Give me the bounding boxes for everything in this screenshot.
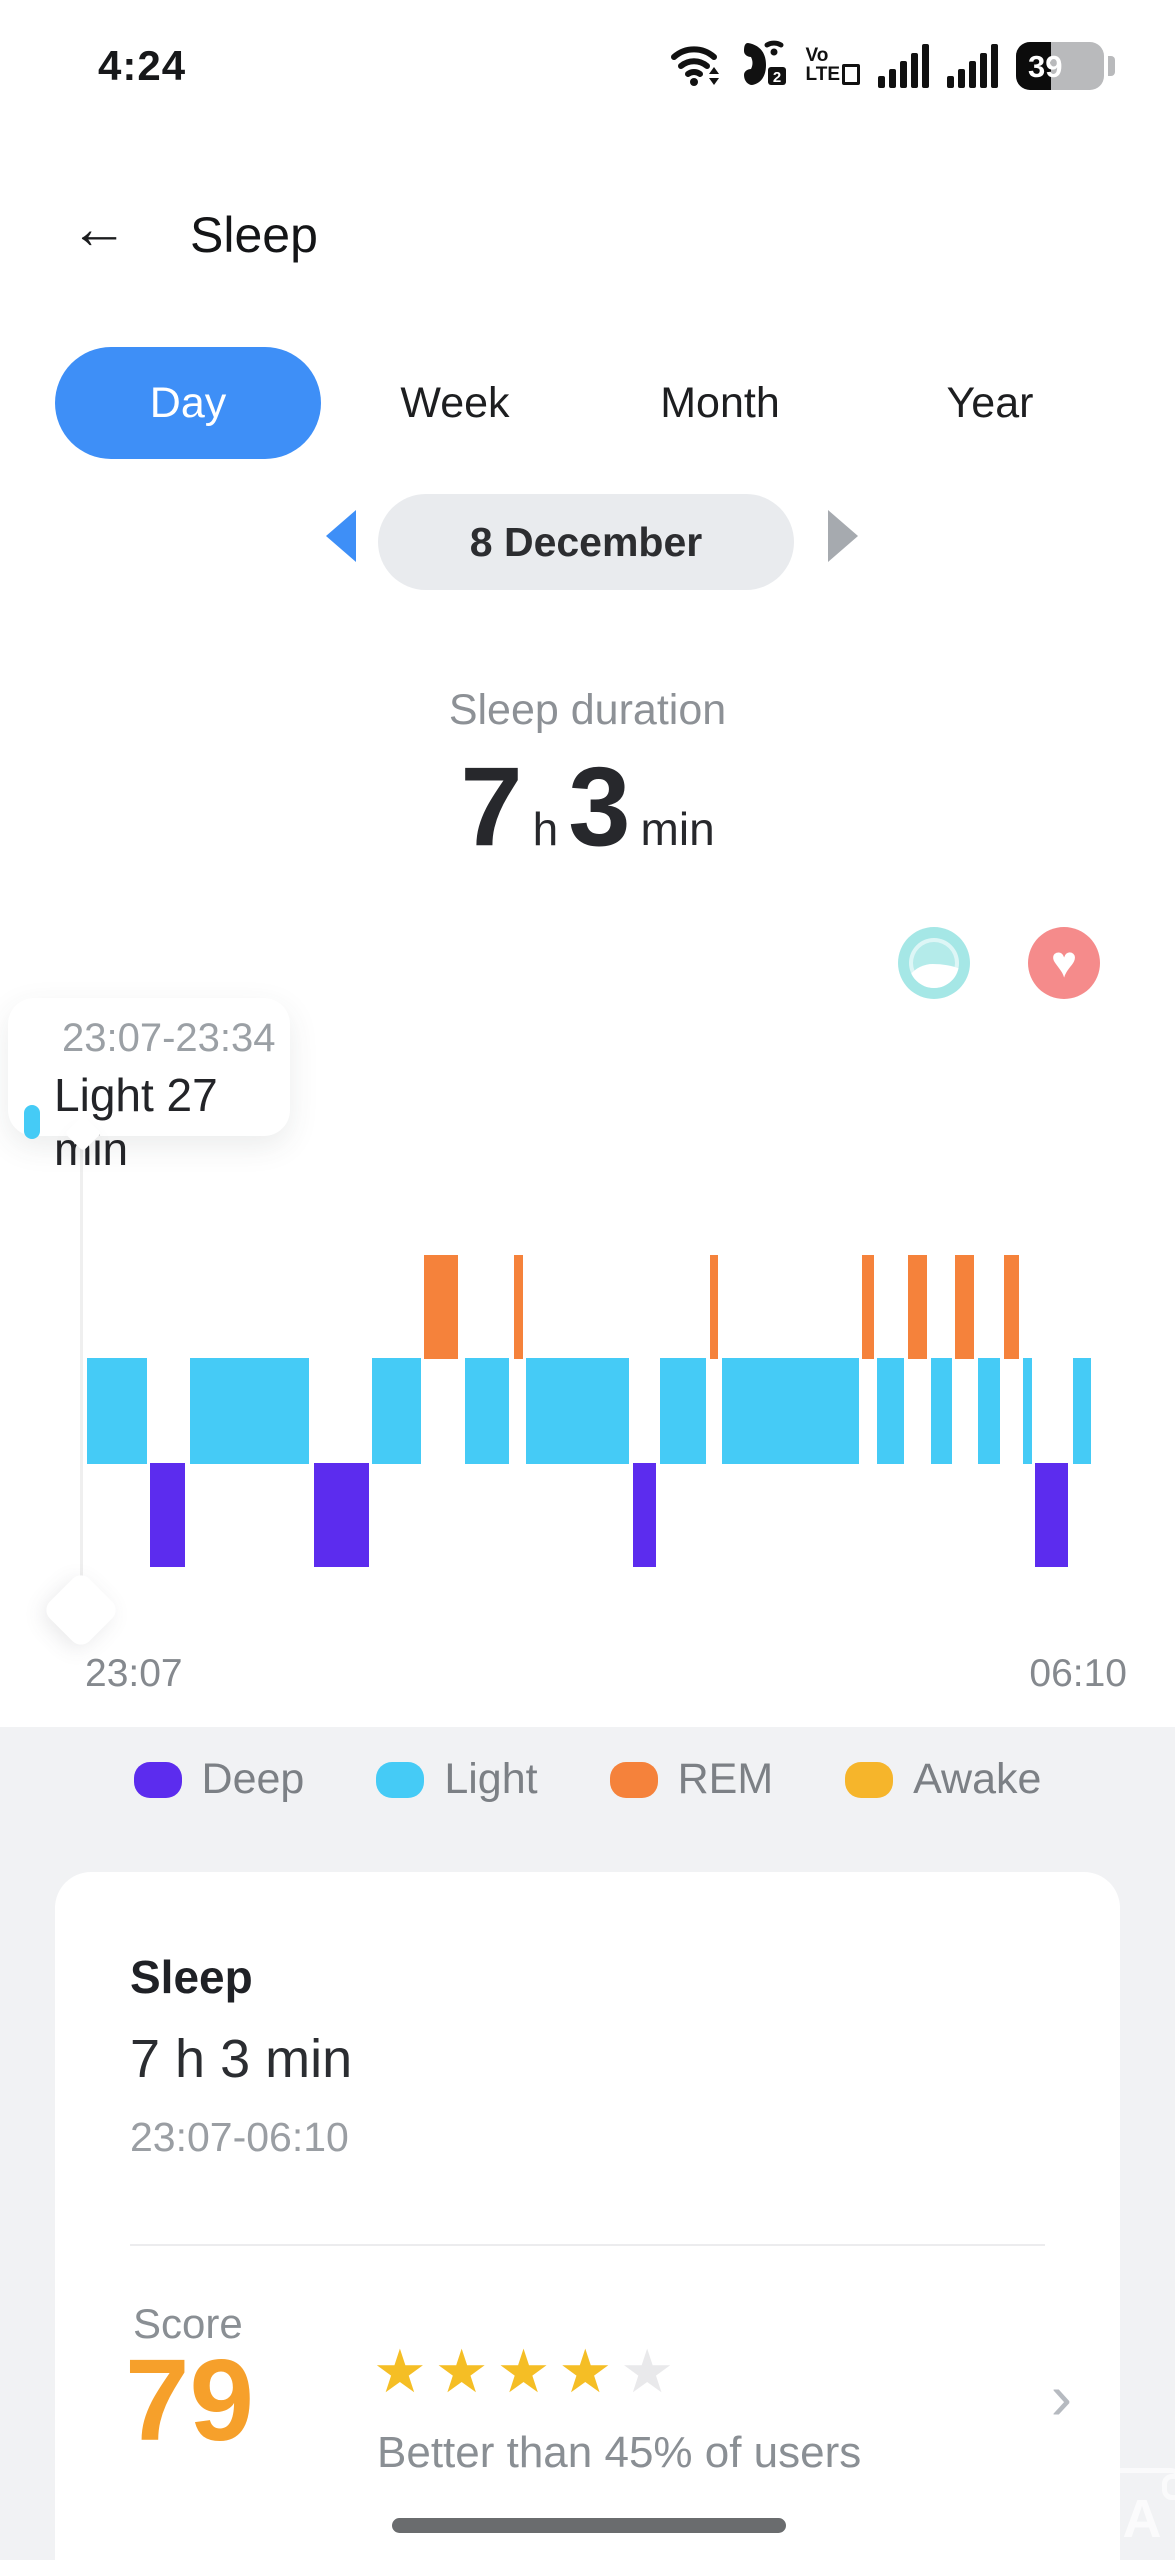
star-icon: ★: [558, 2338, 621, 2405]
signal-bars-sim1-icon: [878, 44, 929, 88]
tooltip-stage-dot: [24, 1105, 41, 1139]
sleep-segment-rem[interactable]: [511, 1255, 524, 1359]
sleep-segment-light[interactable]: [369, 1358, 422, 1464]
sleep-segment-rem[interactable]: [708, 1255, 719, 1359]
sleep-segment-light[interactable]: [523, 1358, 630, 1464]
battery-nub: [1108, 56, 1115, 76]
sleep-quality-icon[interactable]: [898, 927, 970, 999]
legend-rem: REM: [609, 1755, 773, 1804]
star-icon: ★: [620, 2338, 682, 2405]
axis-start-time: 23:07: [85, 1652, 183, 1695]
sleep-segment-light[interactable]: [928, 1358, 953, 1464]
period-tabs: Day Week Month Year: [0, 347, 1175, 459]
sleep-segment-rem[interactable]: [953, 1255, 975, 1359]
sleep-segment-light[interactable]: [720, 1358, 860, 1464]
battery-percent: 39: [1028, 49, 1063, 84]
battery-icon: 39: [1016, 42, 1104, 90]
legend-light: Light: [376, 1755, 538, 1804]
sleep-segment-light[interactable]: [1070, 1358, 1092, 1464]
svg-text:2: 2: [772, 69, 780, 86]
sleep-segment-light[interactable]: [657, 1358, 707, 1464]
legend-deep: Deep: [133, 1755, 304, 1804]
score-label: Score: [133, 2300, 243, 2347]
sleep-segment-light[interactable]: [874, 1358, 905, 1464]
rem-swatch: [609, 1761, 658, 1798]
next-day-arrow[interactable]: [828, 510, 858, 562]
sleep-segment-deep[interactable]: [311, 1463, 370, 1567]
status-time: 4:24: [98, 42, 187, 89]
volte-icon: Vo LTE: [806, 46, 860, 85]
gesture-navigation-bar[interactable]: [392, 2518, 786, 2533]
duration-minutes: 3: [568, 744, 631, 869]
tab-month[interactable]: Month: [660, 378, 780, 427]
tooltip-time-range: 23:07-23:34: [62, 1016, 276, 1060]
duration-hours: 7: [460, 744, 523, 869]
tab-year[interactable]: Year: [946, 378, 1034, 427]
tooltip-indicator-line: [80, 1130, 83, 1600]
card-duration: 7 h 3 min: [130, 2029, 353, 2089]
sleep-duration-value: 7 h 3 min: [0, 742, 1175, 872]
sleep-segment-rem[interactable]: [422, 1255, 459, 1359]
sleep-segment-rem[interactable]: [906, 1255, 928, 1359]
back-button[interactable]: ←: [70, 196, 128, 261]
heart-rate-icon[interactable]: ♥: [1028, 927, 1100, 999]
sleep-duration-caption: Sleep duration: [448, 686, 727, 734]
score-comparison: Better than 45% of users: [377, 2428, 862, 2477]
star-icon: ★: [373, 2338, 435, 2405]
duration-minutes-unit: min: [640, 803, 715, 855]
deep-swatch: [133, 1761, 182, 1798]
signal-bars-sim2-icon: [947, 44, 998, 88]
segment-tooltip: 23:07-23:34 Light 27 min: [8, 998, 290, 1175]
sleep-segment-light[interactable]: [463, 1358, 511, 1464]
tab-week[interactable]: Week: [400, 378, 510, 427]
stage-legend: Deep Light REM Awake: [0, 1755, 1175, 1804]
status-icons: 2 Vo LTE 39: [670, 36, 1115, 96]
axis-end-time: 06:10: [1029, 1652, 1127, 1695]
sleep-segment-deep[interactable]: [1032, 1463, 1069, 1567]
light-swatch: [376, 1761, 425, 1798]
wifi-calling-icon: 2: [740, 39, 788, 94]
tab-day[interactable]: Day: [55, 347, 321, 459]
sleep-segment-light[interactable]: [85, 1358, 149, 1464]
sleep-stages-chart[interactable]: [85, 1255, 1092, 1567]
sleep-detail-card: Sleep 7 h 3 min 23:07-06:10 Score 79 ★★★…: [55, 1872, 1120, 2560]
duration-hours-unit: h: [532, 803, 559, 855]
card-divider: [130, 2244, 1045, 2246]
score-value: 79: [125, 2335, 255, 2465]
sleep-segment-rem[interactable]: [859, 1255, 875, 1359]
previous-day-arrow[interactable]: [326, 510, 356, 562]
watermark-logo: F A: [1012, 2458, 1175, 2560]
page-title: Sleep: [190, 207, 318, 263]
score-stars: ★★★★★: [373, 2340, 682, 2404]
sleep-segment-light[interactable]: [975, 1358, 1001, 1464]
awake-swatch: [845, 1761, 894, 1798]
card-range: 23:07-06:10: [130, 2114, 349, 2160]
tooltip-stage-label: Light 27 min: [54, 1069, 218, 1175]
sleep-segment-light[interactable]: [1021, 1358, 1033, 1464]
sleep-segment-deep[interactable]: [148, 1463, 186, 1567]
date-selector[interactable]: 8 December: [378, 494, 794, 590]
sleep-segment-deep[interactable]: [630, 1463, 657, 1567]
star-icon: ★: [434, 2338, 497, 2405]
sleep-segment-light[interactable]: [188, 1358, 310, 1464]
chevron-right-icon[interactable]: ›: [1050, 2361, 1072, 2433]
legend-awake: Awake: [845, 1755, 1041, 1804]
wifi-icon: [670, 41, 722, 92]
chart-drag-handle[interactable]: [41, 1570, 121, 1650]
card-title: Sleep: [130, 1951, 253, 2003]
star-icon: ★: [496, 2338, 559, 2405]
sleep-segment-rem[interactable]: [1001, 1255, 1020, 1359]
